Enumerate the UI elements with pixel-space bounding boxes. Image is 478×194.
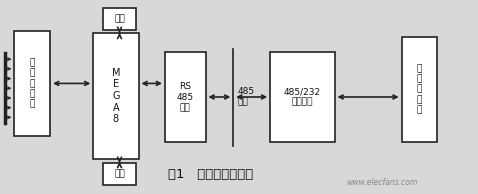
Text: 按键: 按键	[114, 14, 125, 23]
Bar	[402, 37, 437, 142]
Text: M
E
G
A
8: M E G A 8	[112, 68, 120, 124]
Bar	[103, 8, 136, 30]
Bar	[270, 52, 335, 142]
Bar	[165, 52, 206, 142]
Bar	[14, 31, 50, 136]
Text: 图1   系统结构示意图: 图1 系统结构示意图	[168, 168, 253, 181]
Bar	[93, 33, 139, 159]
Text: 报警: 报警	[114, 170, 125, 179]
Text: 485/232
转换模块: 485/232 转换模块	[284, 87, 321, 107]
Bar	[103, 163, 136, 185]
Text: RS
485
接口: RS 485 接口	[177, 82, 194, 112]
Text: 485
网络: 485 网络	[238, 87, 255, 107]
Text: www.elecfans.com: www.elecfans.com	[347, 178, 418, 187]
Text: 监
控
计
算
机: 监 控 计 算 机	[417, 64, 422, 114]
Text: 多
路
转
换
器: 多 路 转 换 器	[30, 58, 35, 109]
